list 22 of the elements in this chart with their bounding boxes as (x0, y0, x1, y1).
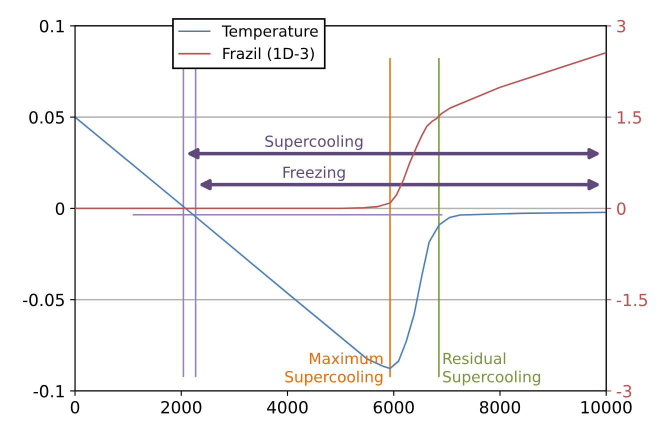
x-tick-label: 8000 (480, 400, 520, 414)
y2-tick-label: 1.5 (618, 111, 642, 124)
legend-label: Temperature (222, 25, 318, 40)
y-tick-label: -0.05 (23, 294, 64, 306)
y-tick-label: 0 (56, 202, 64, 215)
x-tick-label: 0 (70, 400, 80, 414)
annotation: Supercooling (265, 135, 362, 150)
y2-tick-label: -1.5 (616, 294, 648, 306)
y2-tick-label: 3 (617, 20, 626, 32)
y-tick-label: 0.1 (40, 20, 64, 32)
legend-label: Frazil (1D-3) (223, 47, 314, 62)
x-tick-label: 6000 (374, 400, 414, 414)
y2-tick-label: -3 (616, 384, 632, 398)
y2-tick-label: 0 (617, 202, 626, 215)
x-tick-label: 10000 (582, 400, 632, 414)
y-tick-label: 0.05 (29, 111, 64, 124)
y-tick-label: -0.1 (34, 384, 64, 398)
x-tick-label: 4000 (267, 400, 308, 414)
x-tick-label: 2000 (161, 400, 202, 414)
annotation: Freezing (284, 166, 345, 182)
line-series (75, 116, 606, 370)
ref-line-label: Residual Supercooling (443, 352, 540, 386)
